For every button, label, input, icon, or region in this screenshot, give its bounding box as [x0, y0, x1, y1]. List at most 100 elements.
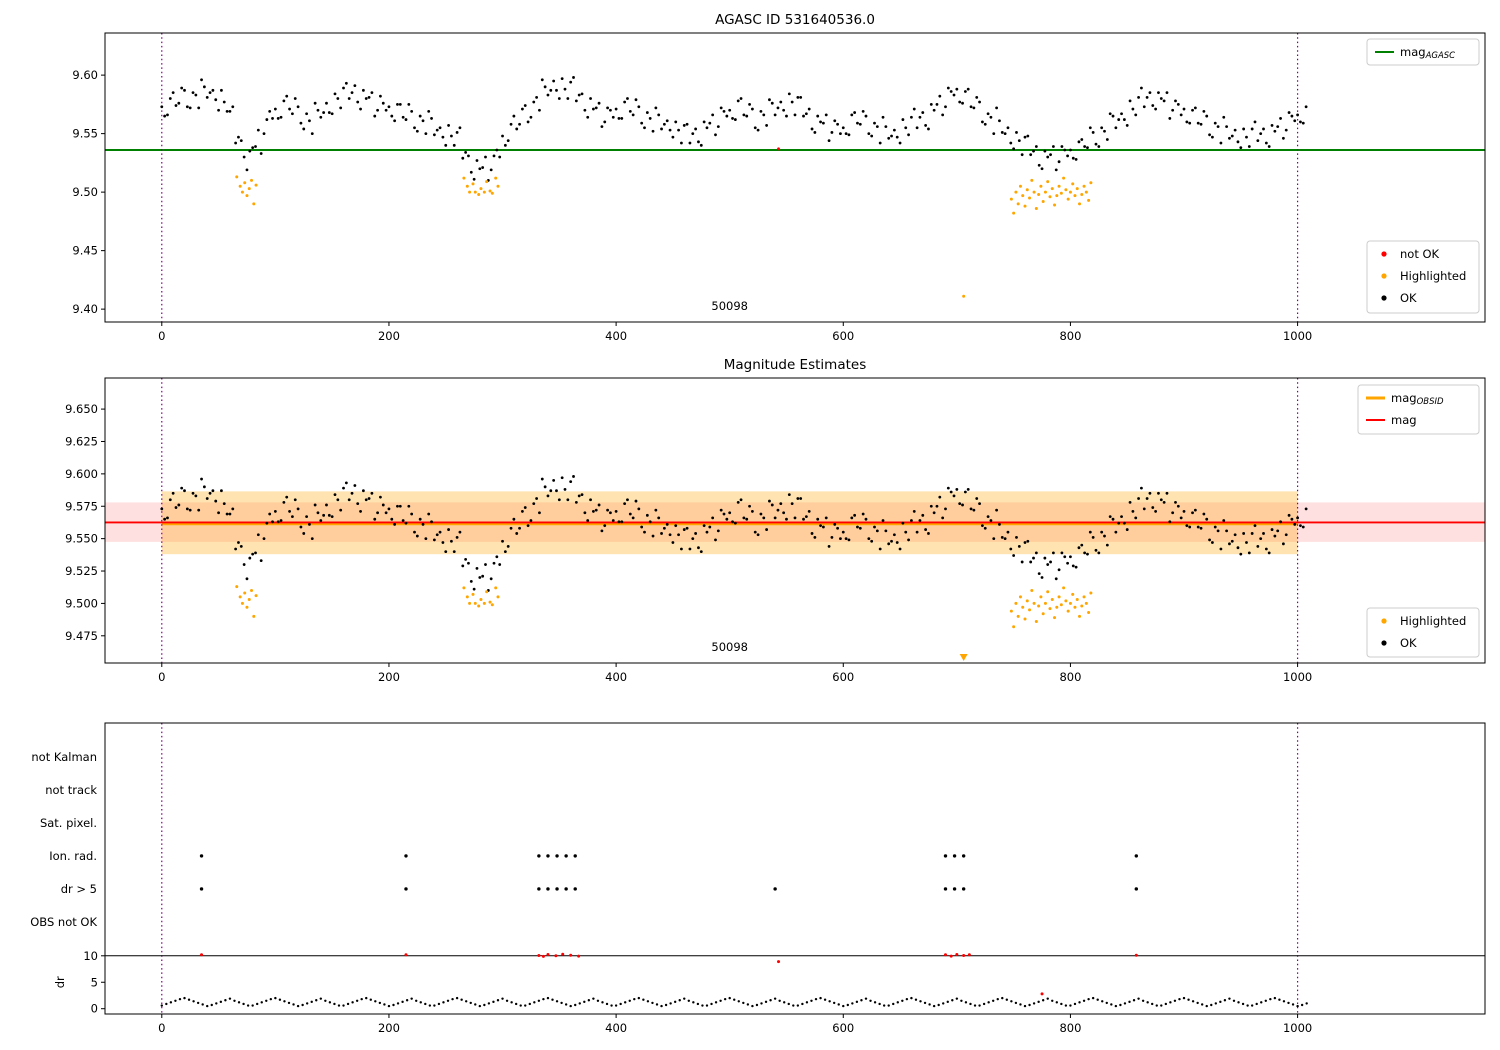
ok-point	[1168, 117, 1172, 120]
y-tick-label: 9.650	[65, 402, 98, 416]
ok-point	[279, 115, 283, 119]
ok-point	[1088, 126, 1092, 130]
ok-point	[342, 486, 345, 490]
ok-point	[1120, 112, 1123, 116]
y-tick-label: 9.55	[72, 127, 98, 141]
ok-point	[637, 105, 641, 109]
ok-point	[183, 88, 186, 92]
ok-point	[481, 166, 485, 169]
ok-point	[1077, 140, 1081, 144]
dr-point	[1160, 1004, 1163, 1007]
dr-point	[1096, 998, 1099, 1001]
ok-point	[361, 489, 365, 493]
dr-point	[551, 998, 554, 1001]
dr-point	[315, 999, 318, 1002]
ok-point	[1051, 145, 1055, 148]
ok-point	[821, 525, 825, 529]
ok-point	[762, 516, 766, 520]
dr-point	[1155, 1004, 1158, 1007]
ok-point	[535, 497, 539, 500]
ok-point	[981, 120, 984, 124]
ok-point	[768, 98, 771, 102]
ok-point	[986, 515, 990, 519]
ok-point	[708, 525, 712, 529]
ok-point	[560, 476, 564, 480]
ok-point	[969, 507, 973, 511]
dr-flagged-point	[537, 954, 541, 958]
ok-point	[1250, 127, 1254, 131]
dr-point	[960, 999, 963, 1002]
ok-point	[336, 97, 340, 100]
ok-point	[512, 517, 516, 521]
ok-point	[376, 108, 379, 112]
ok-point	[989, 519, 993, 522]
ok-point	[1211, 135, 1214, 139]
ok-point	[901, 118, 905, 121]
ok-point	[839, 537, 842, 541]
highlighted-point	[1016, 614, 1020, 618]
ok-point	[1154, 510, 1158, 513]
ok-point	[259, 152, 263, 155]
dr-point	[678, 999, 681, 1002]
ok-point	[421, 119, 425, 123]
ok-point	[1083, 551, 1087, 555]
ok-point	[361, 88, 365, 92]
ok-point	[202, 485, 206, 489]
ok-point	[546, 494, 550, 498]
flag-point	[537, 887, 541, 891]
ok-point	[756, 533, 760, 537]
ok-point	[518, 122, 521, 126]
ok-point	[793, 516, 797, 520]
ok-point	[963, 490, 967, 494]
ok-point	[1211, 541, 1214, 544]
ok-point	[674, 120, 678, 124]
ok-point	[1162, 500, 1166, 504]
ok-point	[631, 113, 635, 117]
ok-point	[963, 90, 967, 93]
ok-point	[1236, 546, 1240, 550]
dr-point	[1223, 999, 1227, 1002]
ok-point	[413, 126, 416, 130]
dr-point	[510, 1001, 513, 1004]
highlighted-point	[1030, 588, 1034, 592]
dr-point	[505, 999, 509, 1002]
dr-point	[919, 1000, 922, 1003]
ok-point	[185, 507, 189, 511]
dr-flagged-point	[404, 953, 408, 957]
highlighted-point	[465, 184, 469, 188]
ok-point	[887, 136, 891, 140]
highlighted-point	[1055, 605, 1059, 609]
dr-point	[814, 997, 818, 1001]
dr-point	[1010, 1000, 1013, 1003]
dr-point	[1264, 999, 1267, 1002]
dr-point	[773, 997, 777, 1000]
y-tick-label: 9.40	[72, 302, 98, 316]
ok-point	[912, 510, 916, 513]
dr-point	[982, 1002, 986, 1006]
ok-point	[177, 503, 181, 507]
ok-point	[938, 495, 942, 499]
ok-point	[296, 105, 300, 109]
highlighted-point	[1068, 601, 1072, 605]
ok-point	[1213, 121, 1217, 125]
x-tick-label: 800	[1059, 1021, 1081, 1035]
dr-point	[183, 996, 186, 1000]
ok-point	[450, 134, 453, 138]
ok-point	[404, 521, 408, 525]
ok-point	[614, 107, 618, 111]
highlighted-point	[1041, 199, 1045, 203]
ok-point	[185, 105, 189, 109]
dr-point	[714, 1001, 718, 1004]
ok-point	[1125, 528, 1129, 531]
ok-point	[790, 502, 794, 506]
ok-point	[302, 127, 306, 131]
dr-point	[1132, 999, 1136, 1002]
dr-point	[855, 1000, 859, 1004]
legend-label: OK	[1400, 636, 1417, 650]
dr-point	[660, 1004, 663, 1008]
ok-point	[856, 121, 859, 125]
dr-point	[669, 1002, 672, 1005]
ok-point	[310, 537, 314, 541]
ok-point	[1054, 168, 1058, 172]
highlighted-point	[1009, 609, 1013, 613]
